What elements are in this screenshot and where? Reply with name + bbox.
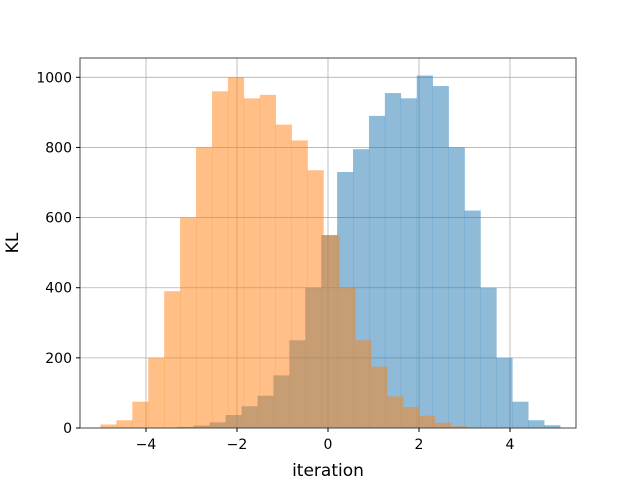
histogram-bar [148,357,165,428]
x-tick-label: −4 [136,437,157,453]
histogram-bar [480,287,497,428]
histogram-bar [100,424,117,428]
histogram-bar [323,235,340,428]
histogram-bar [387,396,404,428]
x-tick-label: −2 [227,437,248,453]
histogram-bar [450,426,468,428]
histogram-bar [416,75,433,428]
histogram-bar [434,422,452,428]
y-tick-label: 800 [45,140,72,156]
histogram-bar [164,291,181,428]
histogram-bar [371,366,388,428]
histogram-bar [544,425,561,428]
histogram-bar [243,98,261,428]
histogram-bar [419,415,436,428]
histogram-bar [512,401,529,428]
histogram-bar [196,147,213,428]
histogram-bar [368,115,386,429]
histogram-bar [432,86,449,428]
histogram-bars [100,75,561,429]
histogram-bar [116,420,133,428]
histogram-bar [339,287,356,428]
x-tick-label: 0 [324,437,333,453]
histogram-bar [384,93,402,428]
histogram-bar [275,124,292,428]
x-tick-label: 4 [506,437,515,453]
histogram-bar [259,94,276,428]
y-axis-label: KL [3,232,23,253]
histogram-bar [528,420,545,428]
histogram-bar [448,147,465,428]
axis-ticks: −4 −2 0 2 4 0 200 400 600 800 1000 [36,70,514,453]
histogram-bar [464,210,481,428]
histogram-bar [355,340,372,428]
histogram-bar [227,77,245,428]
histogram-bar [132,401,149,428]
y-tick-label: 200 [45,351,72,367]
histogram-bar [180,217,197,428]
y-tick-label: 600 [45,211,72,227]
x-tick-label: 2 [415,437,424,453]
histogram-bar [291,140,308,429]
histogram-bar [403,406,420,428]
y-tick-label: 0 [63,421,72,437]
y-tick-label: 400 [45,281,72,297]
histogram-bar [307,170,324,429]
histogram-bar [400,98,418,428]
histogram-bar [211,91,229,428]
histogram-bar [496,357,513,428]
y-tick-label: 1000 [36,70,72,86]
x-axis-label: iteration [292,461,364,480]
